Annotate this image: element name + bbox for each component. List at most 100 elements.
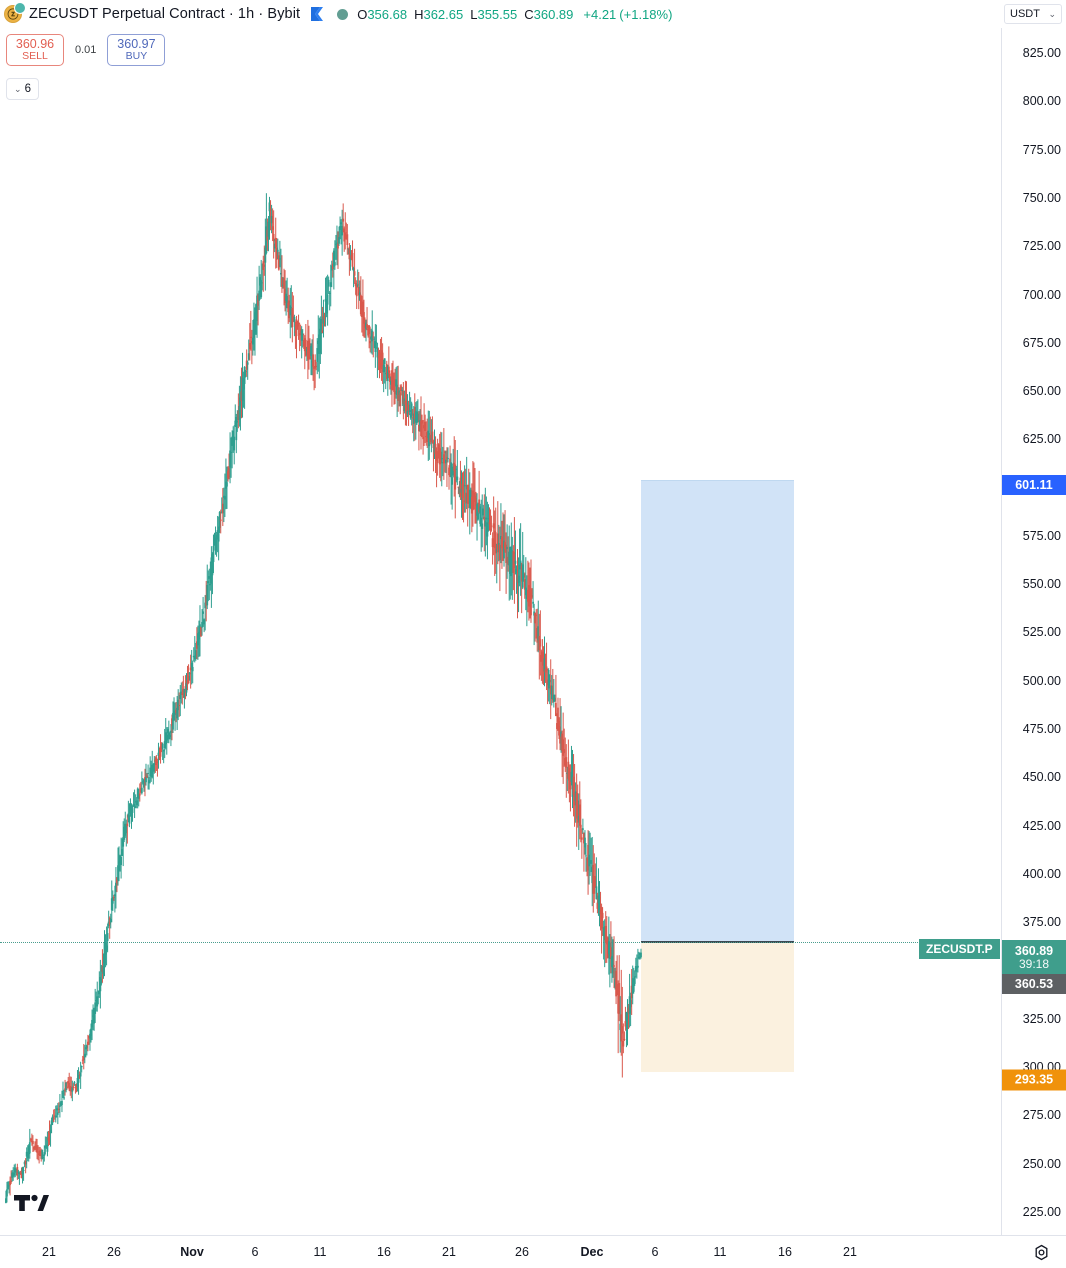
last-price-value: 360.89: [1014, 943, 1054, 958]
candle-body: [241, 377, 244, 401]
candle-body: [347, 248, 350, 250]
candle-body: [144, 777, 146, 781]
candle-body: [605, 941, 608, 945]
buy-button[interactable]: 360.97 BUY: [107, 34, 166, 66]
candle-body: [131, 808, 134, 813]
candle-body: [357, 286, 360, 296]
stop-zone-rectangle[interactable]: [641, 942, 794, 1072]
currency-unit-select[interactable]: USDT ⌄: [1004, 4, 1062, 24]
time-axis-label: 6: [251, 1245, 259, 1259]
symbol-title[interactable]: ZECUSDT Perpetual Contract · 1h · Bybit: [29, 6, 301, 22]
candle-body: [552, 694, 555, 702]
candle-body: [614, 979, 616, 987]
crosshair-price-badge[interactable]: 601.11: [1002, 475, 1066, 496]
leverage-selector[interactable]: ⌄ 6: [6, 78, 39, 100]
candle-body: [491, 538, 494, 548]
candle-body: [454, 464, 457, 490]
candle-body: [247, 353, 250, 360]
candle-body: [589, 861, 592, 863]
candle-body: [48, 1133, 51, 1135]
candle-body: [368, 325, 371, 334]
profit-zone-rectangle[interactable]: [641, 480, 794, 942]
price-axis-label: 500.00: [1022, 673, 1061, 688]
candle-body: [112, 897, 115, 899]
candle-body: [109, 918, 112, 923]
candle-body: [239, 397, 242, 407]
candle-body: [549, 685, 552, 695]
bid-price-badge[interactable]: 360.53: [1002, 974, 1066, 995]
candle-body: [348, 246, 351, 260]
candle-body: [523, 579, 526, 590]
candle-body: [100, 978, 103, 984]
candle-body: [595, 886, 598, 900]
candle-body: [558, 720, 560, 736]
candle-body: [229, 450, 231, 468]
candle-body: [638, 956, 640, 959]
order-quantity[interactable]: 0.01: [75, 44, 97, 56]
candle-body: [133, 806, 136, 808]
candle-body: [165, 734, 168, 741]
candle-body: [465, 485, 468, 490]
price-axis[interactable]: 825.00 800.00 775.00 750.00 725.00 700.00 675.…: [1002, 28, 1066, 1235]
ticker-price-tag[interactable]: ZECUSDT.P: [919, 939, 1000, 960]
candle-body: [129, 803, 132, 814]
candle-body: [310, 346, 312, 356]
candle-body: [299, 328, 302, 335]
time-axis[interactable]: 21 26 Nov 6 11 16 21 26 Dec 6 11 16 21: [0, 1236, 1066, 1268]
candle-body: [332, 250, 335, 267]
candle-body: [383, 358, 386, 365]
price-axis-label: 375.00: [1022, 915, 1061, 930]
candle-body: [28, 1142, 31, 1154]
candle-body: [555, 702, 557, 717]
candle-body: [421, 420, 423, 424]
candle-body: [484, 520, 487, 527]
candle-body: [462, 500, 465, 502]
candle-body: [338, 237, 340, 244]
candle-body: [170, 730, 172, 734]
candle-body: [272, 233, 275, 242]
candle-body: [309, 352, 311, 360]
sell-button[interactable]: 360.96 SELL: [6, 34, 64, 66]
candle-body: [32, 1140, 34, 1144]
gear-icon[interactable]: [1033, 1244, 1050, 1261]
candle-body: [45, 1145, 48, 1148]
price-axis-label: 725.00: [1022, 239, 1061, 254]
candle-body: [24, 1160, 27, 1165]
candle-body: [249, 336, 252, 338]
candle-body: [469, 489, 472, 508]
candle-body: [415, 411, 418, 424]
chart-header: ⓩ ZECUSDT Perpetual Contract · 1h · Bybi…: [0, 0, 1066, 28]
candle-body: [50, 1120, 53, 1126]
candle-body: [360, 304, 363, 318]
candle-body: [46, 1144, 49, 1152]
candle-body: [156, 761, 159, 763]
candle-body: [168, 734, 171, 738]
candle-body: [579, 824, 582, 828]
candle-body: [457, 486, 460, 488]
last-price-badge[interactable]: 360.89 39:18: [1002, 940, 1066, 975]
candle-body: [238, 406, 241, 421]
candle-body: [147, 772, 149, 774]
candle-body: [588, 854, 591, 867]
candle-body: [581, 828, 584, 830]
candle-body: [157, 752, 160, 757]
candle-body: [204, 602, 207, 609]
candle-body: [36, 1145, 38, 1153]
candle-body: [551, 699, 554, 701]
candle-body: [319, 328, 322, 354]
candle-body: [328, 292, 331, 294]
candle-body: [34, 1145, 36, 1148]
alert-price-badge[interactable]: 293.35: [1002, 1069, 1066, 1091]
candle-body: [546, 679, 549, 686]
candle-body: [87, 1041, 89, 1046]
candle-body: [242, 380, 245, 390]
price-axis-label: 325.00: [1022, 1011, 1061, 1026]
chevron-down-icon: ⌄: [1048, 8, 1056, 19]
candle-body: [75, 1083, 78, 1086]
chart-pane[interactable]: [0, 28, 1002, 1235]
candle-body: [392, 375, 394, 384]
candle-body: [564, 758, 567, 766]
candle-body: [195, 641, 198, 649]
candle-body: [598, 896, 601, 914]
candle-body: [597, 895, 600, 904]
